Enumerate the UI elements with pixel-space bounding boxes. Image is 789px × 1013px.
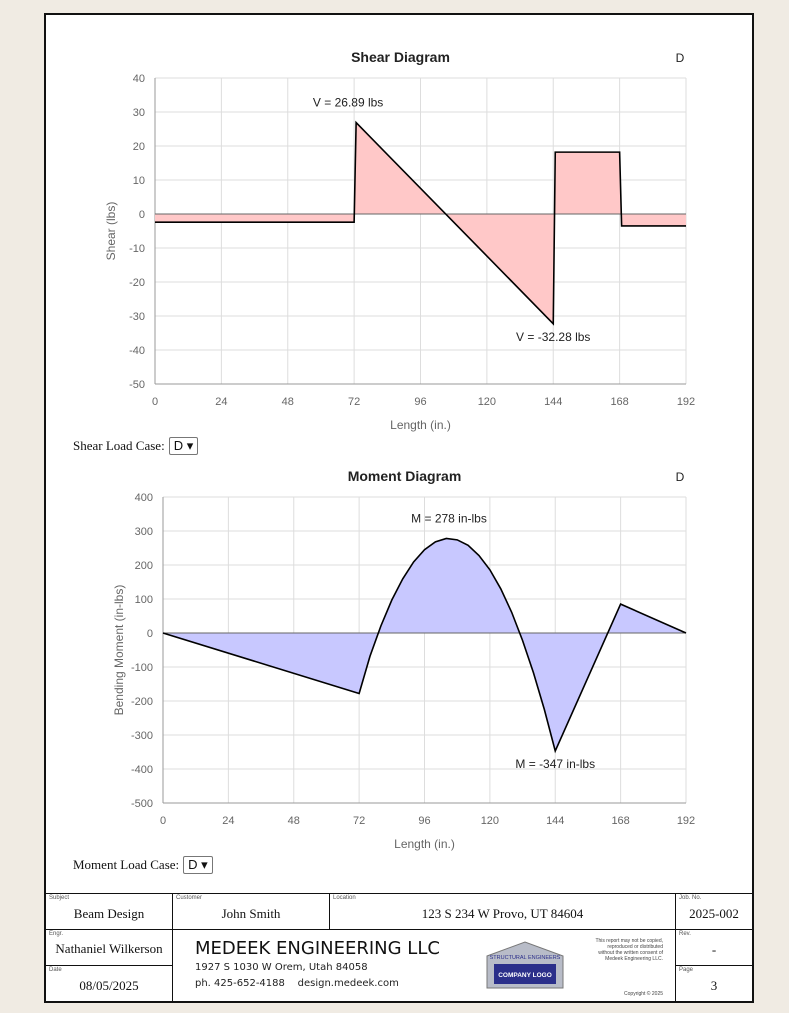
moment-load-case: Moment Load Case: D ▾ [73, 856, 213, 874]
y-tick-label: 0 [139, 209, 145, 221]
data-label: V = 26.89 lbs [313, 96, 383, 110]
company-contact: ph. 425-652-4188 design.medeek.com [195, 978, 399, 989]
y-tick-label: 200 [135, 560, 153, 572]
y-tick-label: 20 [133, 141, 145, 153]
y-tick-label: 10 [133, 175, 145, 187]
y-tick-label: 30 [133, 107, 145, 119]
moment-diagram: Moment Diagram D 400 300 200 100 0 -100 -200 -300… [112, 468, 695, 851]
x-tick-label: 192 [677, 815, 695, 827]
area-fill [163, 538, 686, 751]
shear-load-case-label: Shear Load Case: [73, 438, 165, 453]
x-tick-label: 168 [611, 815, 629, 827]
company-name: MEDEEK ENGINEERING LLC [195, 938, 440, 959]
x-tick-label: 96 [418, 815, 430, 827]
x-tick-label: 144 [546, 815, 564, 827]
x-tick-label: 48 [282, 396, 294, 408]
x-tick-label: 0 [152, 396, 158, 408]
y-tick-label: -40 [129, 345, 145, 357]
chart-title: Moment Diagram [348, 468, 462, 484]
x-tick-label: 120 [481, 815, 499, 827]
subject-cell: Subject Beam Design [46, 894, 173, 930]
y-tick-label: -50 [129, 379, 145, 391]
x-axis-label: Length (in.) [394, 837, 455, 851]
company-address: 1927 S 1030 W Orem, Utah 84058 [195, 962, 368, 973]
copyright: Copyright © 2025 [624, 991, 663, 997]
company-logo: STRUCTURAL ENGINEERS COMPANY LOGO [486, 941, 564, 989]
x-tick-label: 120 [478, 396, 496, 408]
rev-cell: Rev. - [676, 930, 752, 966]
y-tick-label: -200 [131, 696, 153, 708]
chart-title: Shear Diagram [351, 49, 450, 65]
svg-text:COMPANY LOGO: COMPANY LOGO [498, 972, 552, 979]
x-tick-label: 0 [160, 815, 166, 827]
data-label: V = -32.28 lbs [516, 330, 590, 344]
title-block: Subject Beam Design Customer John Smith Lo… [46, 893, 752, 1002]
y-tick-label: 100 [135, 594, 153, 606]
y-tick-label: -100 [131, 662, 153, 674]
x-tick-label: 192 [677, 396, 695, 408]
y-tick-label: 400 [135, 492, 153, 504]
y-tick-label: 300 [135, 526, 153, 538]
shear-load-case-select[interactable]: D ▾ [168, 437, 199, 455]
x-tick-label: 144 [544, 396, 562, 408]
y-tick-label: -500 [131, 798, 153, 810]
y-axis-label: Bending Moment (in-lbs) [112, 585, 126, 716]
x-tick-label: 168 [610, 396, 628, 408]
data-label: M = -347 in-lbs [515, 757, 595, 771]
copy-notice: This report may not be copied, reproduce… [595, 938, 663, 962]
page-cell: Page 3 [679, 967, 718, 993]
report-page: Shear Diagram D 40 30 20 10 0 -10 -20 -30 -40 -50 0 2… [44, 13, 754, 1003]
shear-load-case: Shear Load Case: D ▾ [73, 437, 199, 455]
y-tick-label: -10 [129, 243, 145, 255]
y-tick-label: -400 [131, 764, 153, 776]
svg-text:STRUCTURAL ENGINEERS: STRUCTURAL ENGINEERS [490, 955, 561, 961]
x-axis-label: Length (in.) [390, 418, 451, 432]
x-tick-label: 96 [414, 396, 426, 408]
y-axis-label: Shear (lbs) [104, 202, 118, 261]
moment-load-case-select[interactable]: D ▾ [183, 856, 213, 874]
series-line [155, 120, 686, 326]
job-cell: Job. No. 2025-002 [676, 894, 752, 930]
location-cell: Location 123 S 234 W Provo, UT 84604 [330, 894, 676, 930]
engr-cell: Engr. Nathaniel Wilkerson [46, 930, 173, 966]
company-cell: MEDEEK ENGINEERING LLC 1927 S 1030 W Ore… [173, 930, 676, 1002]
load-case-label: D [676, 470, 685, 484]
x-tick-label: 24 [222, 815, 234, 827]
y-tick-label: -20 [129, 277, 145, 289]
y-tick-label: 40 [133, 73, 145, 85]
x-tick-label: 72 [348, 396, 360, 408]
y-tick-label: -30 [129, 311, 145, 323]
date-cell: Date 08/05/2025 [46, 966, 173, 1002]
y-tick-label: -300 [131, 730, 153, 742]
x-tick-label: 72 [353, 815, 365, 827]
series-line [162, 537, 687, 754]
moment-load-case-label: Moment Load Case: [73, 857, 180, 872]
load-case-label: D [676, 51, 685, 65]
x-tick-label: 24 [215, 396, 227, 408]
x-tick-label: 48 [288, 815, 300, 827]
customer-cell: Customer John Smith [173, 894, 330, 930]
y-tick-label: 0 [147, 628, 153, 640]
shear-diagram: Shear Diagram D 40 30 20 10 0 -10 -20 -30 -40 -50 0 2… [104, 49, 695, 432]
data-label: M = 278 in-lbs [411, 511, 487, 525]
